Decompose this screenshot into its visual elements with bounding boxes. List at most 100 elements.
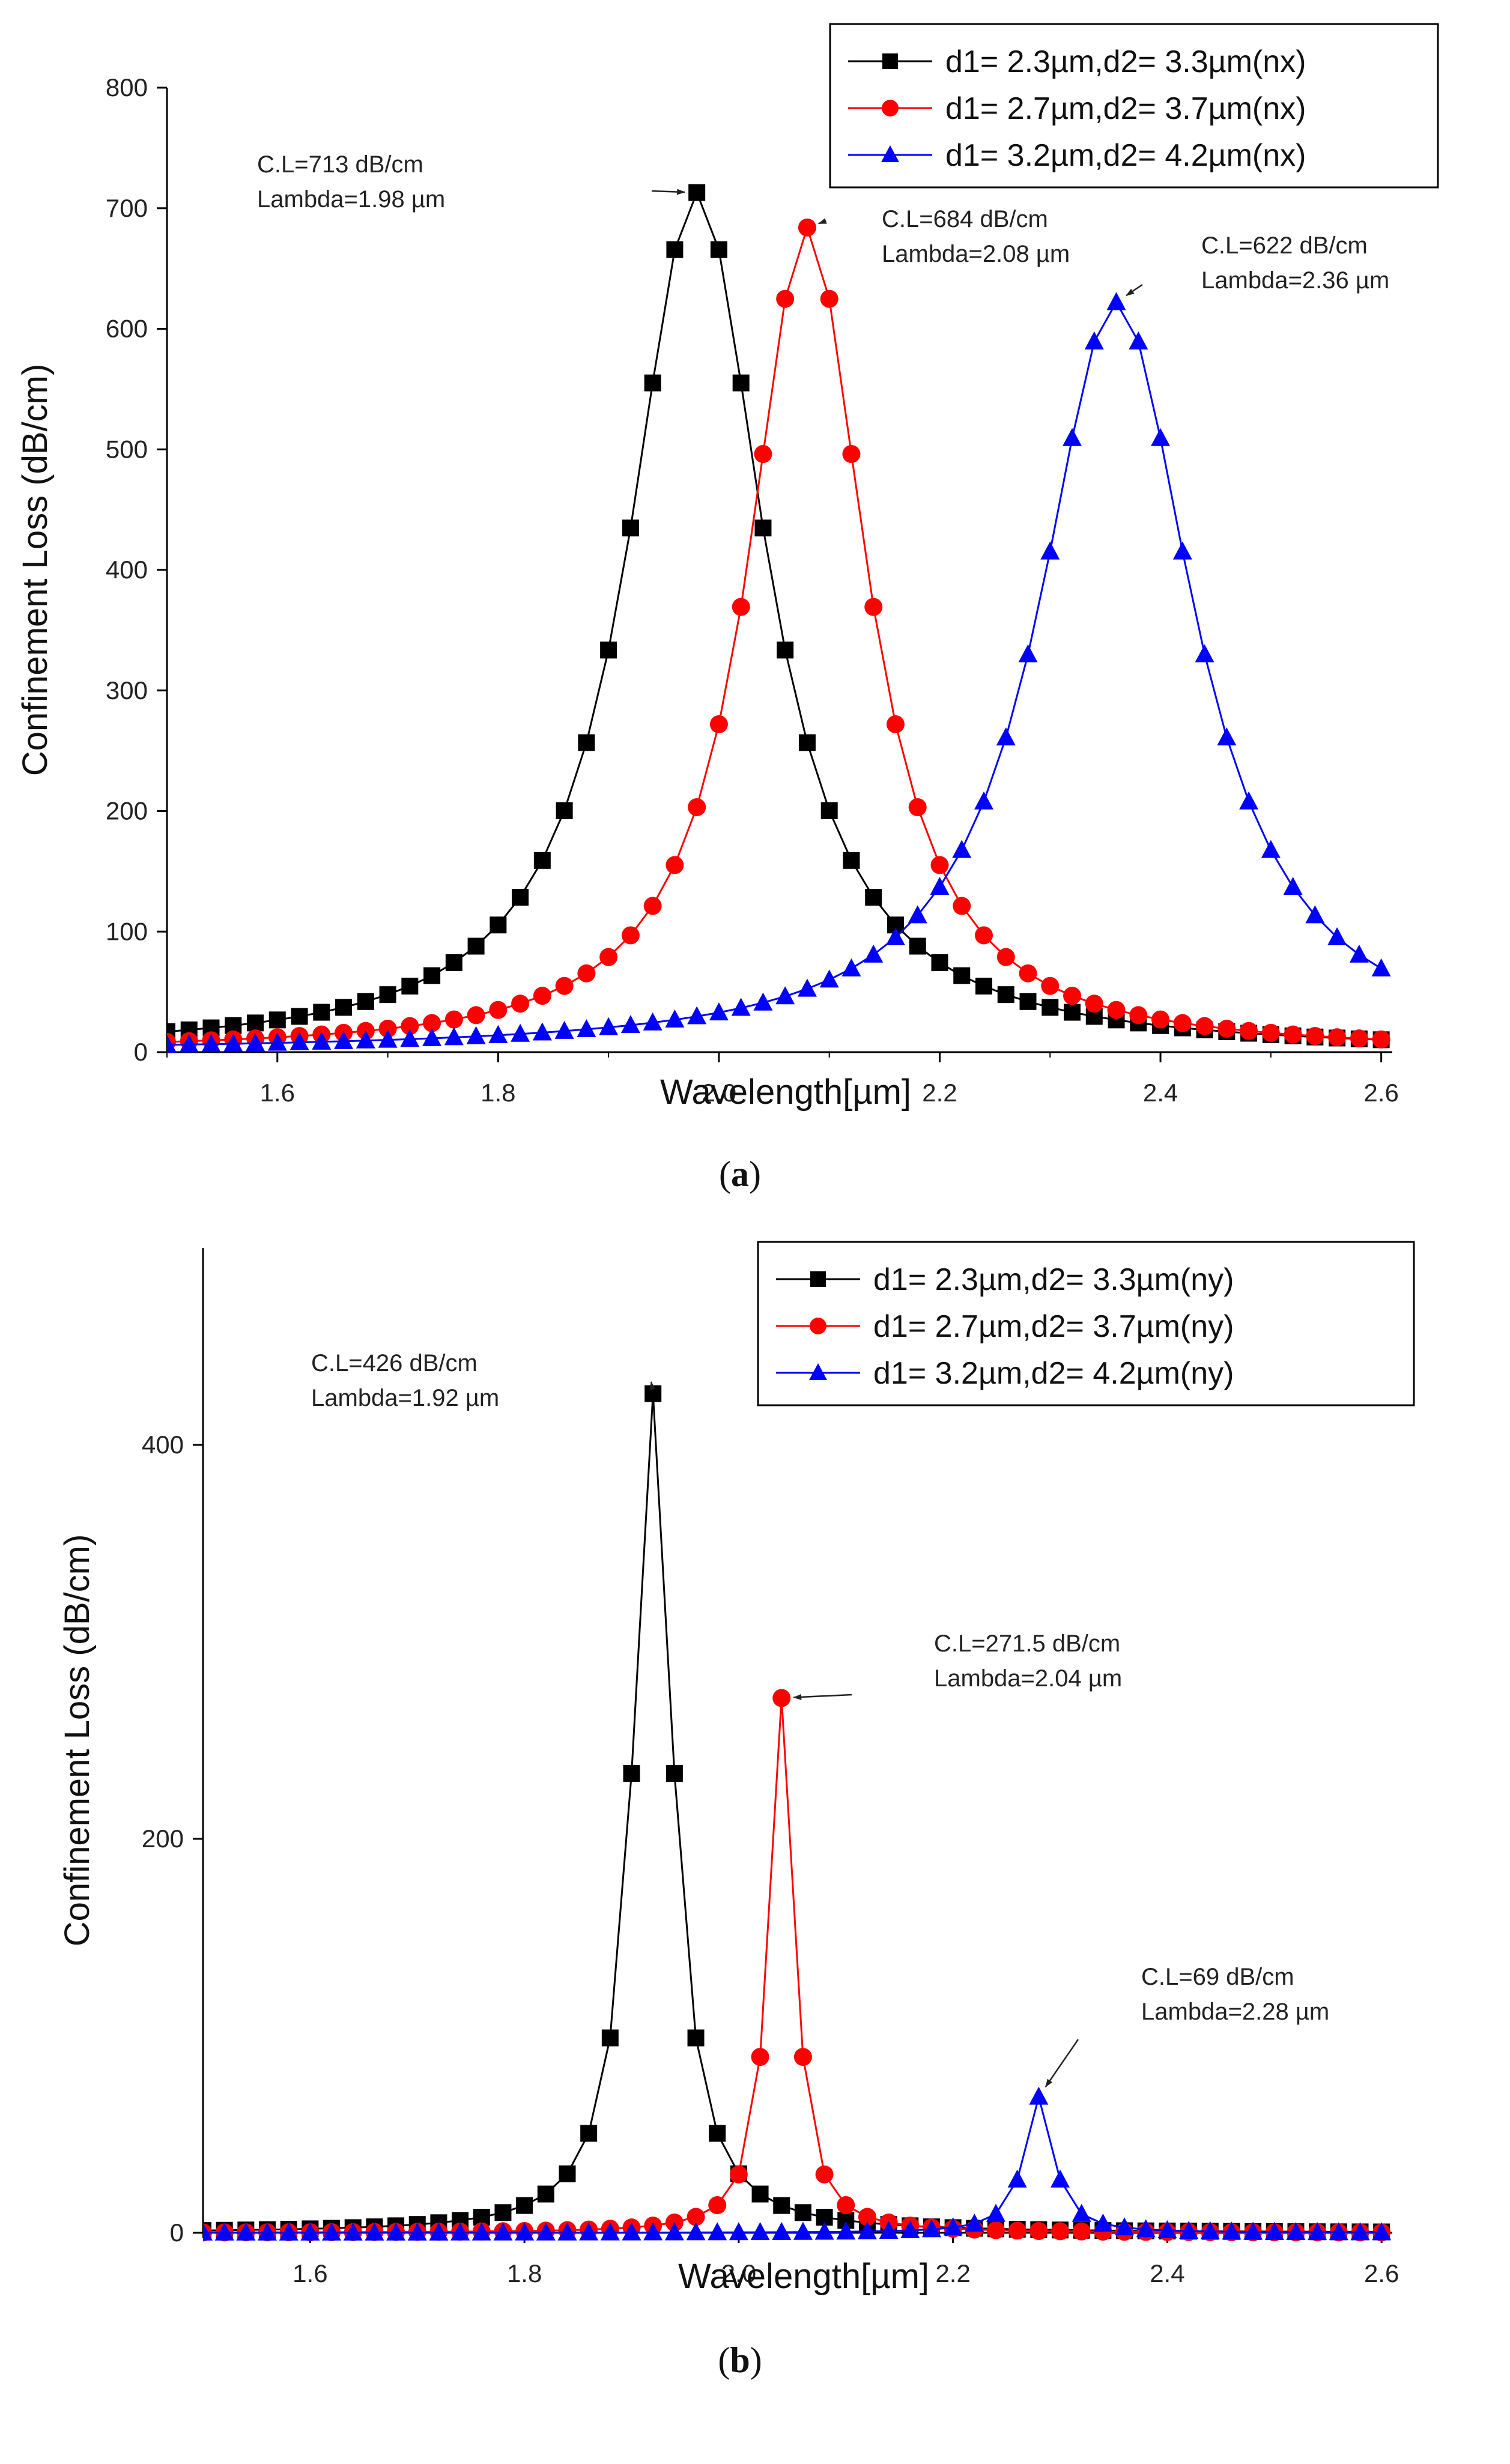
data-point-triangle — [1129, 331, 1148, 350]
data-point-triangle — [466, 1026, 486, 1044]
data-point-triangle — [1261, 840, 1281, 858]
data-point-square — [666, 1764, 683, 1782]
data-point-square — [953, 967, 971, 984]
data-point-square — [559, 2165, 576, 2182]
data-point-circle — [708, 2196, 727, 2215]
data-point-square — [751, 2185, 769, 2203]
peak-annotation: C.L=622 dB/cm Lambda=2.36 µm — [1126, 232, 1389, 297]
annotation-arrow — [1045, 2039, 1079, 2088]
data-point-circle — [886, 715, 905, 733]
data-point-circle — [666, 856, 684, 874]
panel-label: (a) — [719, 1154, 761, 1194]
annotation-line1: C.L=426 dB/cm — [311, 1350, 478, 1376]
data-point-square — [1019, 993, 1037, 1010]
data-point-circle — [1051, 2222, 1070, 2241]
series-line — [167, 190, 1381, 1041]
data-point-circle — [1284, 1025, 1302, 1044]
peak-annotation: C.L=271.5 dB/cm Lambda=2.04 µm — [793, 1630, 1122, 1700]
data-point-square — [494, 2204, 512, 2221]
data-point-circle — [1041, 976, 1060, 995]
data-point-square — [601, 2029, 619, 2047]
data-point-triangle — [536, 2222, 556, 2241]
data-point-triangle — [1349, 944, 1369, 963]
data-point-triangle — [1283, 877, 1303, 895]
annotation-line1: C.L=622 dB/cm — [1201, 232, 1368, 259]
legend-entry-label: d1= 2.7µm,d2= 3.7µm(nx) — [945, 91, 1306, 126]
data-point-circle — [987, 2221, 1005, 2239]
data-point-triangle — [579, 2222, 599, 2241]
chart-panel-b: 1.6 1.8 2.0 2.2 2.4 2.6 0 200 400 Wavelength[µm] C… — [58, 1241, 1415, 2380]
data-point-circle — [1151, 1010, 1170, 1029]
data-point-circle — [444, 1010, 463, 1029]
y-tick-label: 800 — [106, 73, 148, 101]
data-point-circle — [511, 994, 530, 1013]
x-tick-label: 1.8 — [507, 2259, 542, 2287]
data-point-triangle — [167, 1034, 177, 1053]
data-point-triangle — [407, 2222, 427, 2241]
data-point-square — [578, 734, 595, 751]
data-point-circle — [1306, 1027, 1324, 1046]
data-point-square — [865, 889, 882, 906]
data-point-circle — [1328, 1028, 1347, 1047]
data-point-triangle — [1063, 428, 1082, 446]
data-point-triangle — [1243, 2221, 1263, 2240]
data-point-triangle — [986, 2203, 1005, 2222]
data-point-triangle — [900, 2220, 920, 2239]
data-point-circle — [1350, 1029, 1368, 1048]
data-point-triangle — [1093, 2213, 1113, 2232]
data-point-square — [357, 993, 374, 1010]
data-point-triangle — [1305, 905, 1325, 924]
data-point-triangle — [599, 1017, 619, 1035]
data-point-circle — [1085, 994, 1103, 1013]
data-point-triangle — [557, 2222, 577, 2241]
data-point-triangle — [930, 877, 950, 895]
y-tick-label: 0 — [170, 2218, 184, 2247]
panel-label: (b) — [718, 2340, 762, 2380]
data-point-square — [820, 802, 838, 819]
data-point-triangle — [814, 2221, 834, 2240]
data-point-circle — [729, 2165, 748, 2184]
data-point-triangle — [179, 1034, 199, 1053]
data-point-circle — [1372, 1030, 1390, 1049]
legend-entry-label: d1= 3.2µm,d2= 4.2µm(ny) — [873, 1356, 1234, 1391]
legend-entry-label: d1= 2.3µm,d2= 3.3µm(nx) — [945, 44, 1306, 79]
data-point-triangle — [1286, 2221, 1306, 2240]
x-axis-title: Wavelength[µm] — [678, 2257, 929, 2296]
data-point-square — [467, 937, 485, 955]
series-2 — [203, 2086, 1392, 2241]
annotation-line2: Lambda=2.08 µm — [882, 241, 1070, 267]
annotation-arrow — [1126, 283, 1143, 297]
data-point-square — [843, 852, 860, 869]
data-point-triangle — [400, 1029, 420, 1047]
data-point-circle — [820, 289, 838, 308]
y-tick-label: 700 — [106, 194, 148, 222]
data-point-triangle — [1329, 2222, 1348, 2241]
data-point-circle — [1029, 2221, 1048, 2240]
data-point-square — [623, 1764, 640, 1782]
data-point-circle — [555, 976, 574, 995]
data-point-square — [732, 374, 750, 392]
y-tick-label: 200 — [142, 1824, 184, 1853]
y-tick-label: 100 — [106, 917, 148, 945]
x-tick-label: 1.6 — [260, 1079, 295, 1107]
data-point-triangle — [1172, 541, 1192, 560]
x-tick-label: 2.6 — [1364, 2259, 1399, 2287]
data-point-circle — [793, 2048, 812, 2066]
data-point-square — [335, 999, 353, 1016]
data-point-square — [777, 641, 794, 659]
data-point-triangle — [750, 2222, 770, 2241]
data-point-circle — [423, 1014, 441, 1032]
data-point-square — [687, 2029, 705, 2047]
x-tick-label: 2.2 — [935, 2259, 970, 2287]
data-point-triangle — [1264, 2221, 1284, 2240]
data-point-triangle — [471, 2222, 491, 2241]
data-point-triangle — [996, 727, 1016, 746]
data-point-circle — [401, 1017, 419, 1035]
x-tick-label: 1.8 — [481, 1079, 515, 1107]
data-point-square — [423, 967, 441, 984]
data-point-circle — [858, 2208, 876, 2226]
data-point-triangle — [1018, 644, 1038, 662]
series-2 — [167, 292, 1391, 1053]
series-line — [203, 1393, 1382, 2233]
data-point-square — [313, 1003, 330, 1021]
